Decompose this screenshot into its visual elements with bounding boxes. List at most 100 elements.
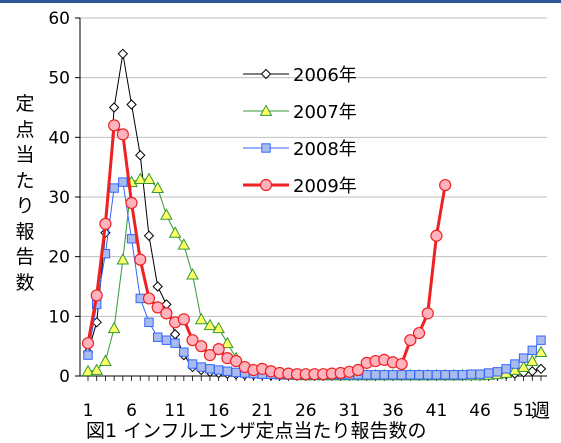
data-point — [431, 370, 442, 380]
figure-caption: 図1 インフルエンザ定点当たり報告数の — [86, 420, 427, 442]
data-point — [222, 366, 233, 376]
data-point — [109, 183, 119, 193]
data-point — [430, 229, 443, 242]
data-point — [510, 359, 520, 369]
data-point — [534, 345, 548, 358]
data-point — [126, 234, 137, 244]
data-point — [212, 321, 226, 334]
data-point — [125, 196, 138, 210]
ytick-label: 50 — [48, 69, 70, 89]
data-point — [260, 68, 272, 80]
xtick-label: 51 — [513, 401, 535, 421]
data-point — [186, 268, 199, 280]
y-axis-label-char: 点 — [15, 118, 35, 141]
ytick-label: 20 — [48, 248, 70, 268]
legend-label: 2008年 — [293, 139, 357, 160]
data-point — [143, 230, 155, 241]
data-point — [142, 292, 156, 305]
data-point — [187, 359, 198, 369]
data-point — [213, 365, 224, 375]
data-point — [527, 366, 538, 377]
data-point — [501, 364, 511, 374]
data-point — [152, 281, 163, 292]
data-point — [134, 253, 147, 266]
data-point — [133, 172, 147, 184]
y-axis-label-char: り — [15, 195, 35, 217]
data-point — [177, 238, 191, 250]
data-point — [195, 340, 208, 353]
series-3 — [83, 177, 546, 380]
data-point — [457, 370, 468, 380]
ytick-label: 10 — [48, 307, 70, 327]
data-point — [466, 369, 477, 379]
data-point — [168, 226, 182, 238]
data-point — [492, 367, 503, 377]
data-point — [203, 349, 217, 362]
xtick-label: 6 — [126, 401, 137, 421]
data-point — [518, 353, 529, 363]
grid-layer — [80, 17, 547, 317]
series-1 — [82, 48, 547, 381]
series-4 — [81, 119, 452, 381]
legend-label: 2006年 — [293, 65, 357, 86]
data-point — [144, 317, 154, 328]
data-point — [259, 104, 273, 116]
data-point — [152, 332, 163, 342]
data-point — [221, 336, 234, 349]
top-rule — [0, 0, 561, 3]
data-point — [177, 313, 190, 326]
data-point — [118, 177, 128, 187]
data-point — [90, 289, 103, 302]
data-point — [414, 370, 424, 380]
data-point — [388, 370, 398, 380]
data-point — [423, 370, 433, 380]
series-2 — [81, 172, 548, 381]
data-point — [396, 370, 407, 380]
data-point — [81, 364, 95, 377]
data-point — [194, 312, 208, 325]
data-point — [81, 337, 95, 350]
data-point — [231, 367, 241, 378]
data-point — [83, 350, 93, 360]
data-point — [412, 326, 426, 340]
data-point — [203, 318, 217, 331]
xtick-label: 31 — [339, 401, 361, 421]
data-point — [196, 362, 206, 372]
data-point — [261, 143, 271, 153]
legend-item: 2009年 — [243, 176, 357, 197]
data-point — [117, 48, 129, 60]
data-point — [536, 335, 546, 345]
data-point — [395, 357, 408, 371]
data-point — [229, 354, 243, 368]
data-point — [135, 150, 146, 161]
data-point — [484, 368, 494, 378]
data-point — [517, 360, 530, 372]
xtick-label: 26 — [295, 401, 317, 421]
data-point — [212, 343, 225, 356]
data-point — [99, 217, 112, 230]
data-point — [405, 370, 416, 380]
data-point — [161, 335, 172, 345]
data-point — [116, 253, 130, 265]
data-point — [404, 334, 417, 347]
legend-label: 2007年 — [293, 102, 357, 123]
ytick-label: 0 — [59, 367, 70, 387]
data-point — [205, 364, 215, 374]
data-point — [527, 345, 537, 356]
data-point — [439, 178, 452, 192]
y-axis-label-char: 数 — [15, 271, 35, 294]
data-point — [126, 99, 137, 110]
data-point — [179, 347, 189, 357]
y-axis-label-char: 告 — [15, 246, 35, 268]
legend-item: 2006年 — [243, 65, 357, 86]
data-point — [107, 321, 121, 334]
data-point — [99, 354, 112, 366]
data-point — [186, 334, 199, 347]
x-axis-unit: 週 — [531, 400, 551, 422]
y-axis-label-char: た — [15, 169, 35, 192]
data-point — [379, 370, 389, 380]
data-point — [108, 102, 120, 113]
y-axis-label-char: 定 — [15, 93, 35, 115]
